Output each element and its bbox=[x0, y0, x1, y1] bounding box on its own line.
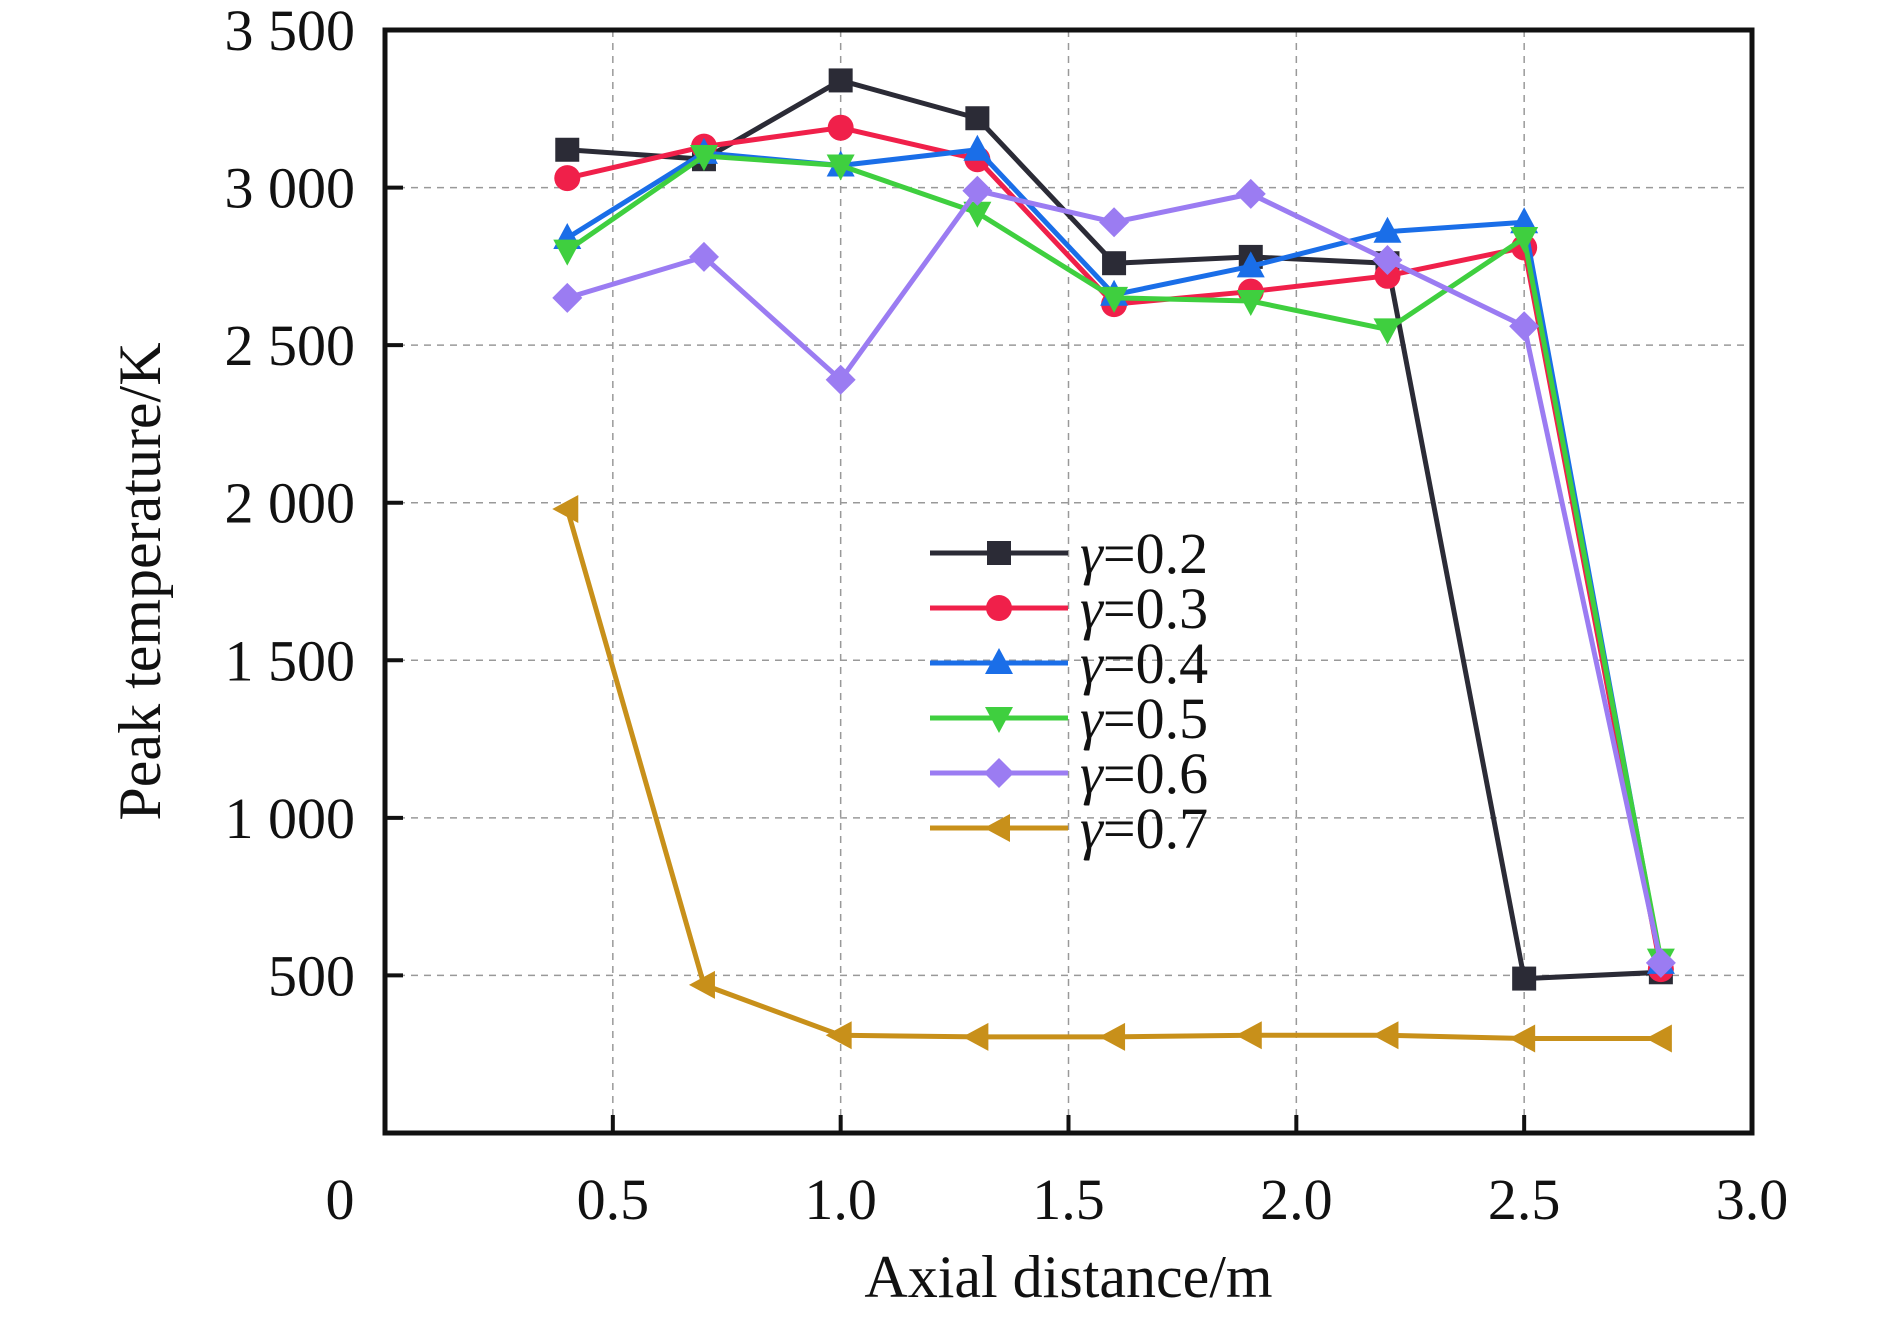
x-tick-label: 1.0 bbox=[804, 1167, 877, 1232]
data-series bbox=[552, 68, 1676, 1053]
data-point bbox=[554, 165, 581, 192]
legend-item: γ=0.4 bbox=[930, 631, 1208, 696]
legend-label: γ=0.7 bbox=[1080, 796, 1208, 861]
x-axis-title: Axial distance/m bbox=[864, 1244, 1272, 1310]
legend: γ=0.2γ=0.3γ=0.4γ=0.5γ=0.6γ=0.7 bbox=[930, 521, 1208, 861]
legend-swatch-marker bbox=[986, 595, 1012, 621]
data-point bbox=[826, 154, 855, 181]
x-tick-label: 1.5 bbox=[1032, 1167, 1105, 1232]
y-tick-label: 1 000 bbox=[225, 786, 356, 851]
origin-tick-label: 0 bbox=[326, 1167, 355, 1232]
series-6 bbox=[552, 495, 1672, 1053]
legend-label: γ=0.6 bbox=[1080, 741, 1208, 806]
data-point bbox=[1512, 966, 1537, 991]
data-point bbox=[1372, 1021, 1399, 1050]
legend-swatch-marker bbox=[987, 541, 1011, 565]
data-point bbox=[962, 175, 993, 206]
data-point bbox=[827, 114, 854, 141]
y-tick-label: 2 500 bbox=[225, 313, 356, 378]
data-point bbox=[1100, 286, 1129, 313]
data-point bbox=[1373, 216, 1402, 243]
y-tick-label: 2 000 bbox=[225, 471, 356, 536]
legend-item: γ=0.2 bbox=[930, 521, 1208, 586]
legend-item: γ=0.5 bbox=[930, 686, 1208, 751]
legend-swatch-marker bbox=[984, 758, 1014, 788]
legend-swatch-marker bbox=[984, 814, 1010, 842]
data-point bbox=[553, 239, 582, 266]
legend-item: γ=0.7 bbox=[930, 796, 1208, 861]
data-point bbox=[688, 241, 719, 272]
data-point bbox=[555, 137, 580, 162]
data-point bbox=[828, 68, 853, 93]
data-point bbox=[1373, 318, 1402, 345]
data-point bbox=[1236, 290, 1265, 317]
legend-swatch-marker bbox=[985, 707, 1013, 733]
y-tick-label: 500 bbox=[268, 943, 355, 1008]
legend-label: γ=0.5 bbox=[1080, 686, 1208, 751]
data-point bbox=[688, 970, 715, 999]
y-tick-label: 3 500 bbox=[225, 0, 356, 63]
data-point bbox=[1102, 251, 1127, 276]
data-point bbox=[552, 282, 583, 313]
x-tick-label: 2.0 bbox=[1260, 1167, 1333, 1232]
data-point bbox=[1235, 178, 1266, 209]
y-axis-title: Peak temperature/K bbox=[107, 342, 173, 820]
data-point bbox=[965, 106, 990, 131]
data-point bbox=[962, 1022, 989, 1051]
legend-label: γ=0.2 bbox=[1080, 521, 1208, 586]
data-point bbox=[1510, 226, 1539, 253]
legend-swatch-marker bbox=[985, 648, 1013, 674]
data-point bbox=[825, 364, 856, 395]
data-point bbox=[1510, 207, 1539, 234]
x-tick-label: 0.5 bbox=[577, 1167, 650, 1232]
x-tick-label: 3.0 bbox=[1716, 1167, 1789, 1232]
data-point bbox=[963, 134, 992, 161]
series-5 bbox=[552, 175, 1676, 978]
x-tick-label: 2.5 bbox=[1488, 1167, 1561, 1232]
data-point bbox=[1645, 1024, 1672, 1053]
data-point bbox=[1645, 947, 1676, 978]
y-tick-label: 3 000 bbox=[225, 156, 356, 221]
data-point bbox=[689, 145, 718, 172]
data-point bbox=[1374, 262, 1401, 289]
data-point bbox=[1235, 1021, 1262, 1050]
legend-label: γ=0.4 bbox=[1080, 631, 1208, 696]
data-point bbox=[1099, 207, 1130, 238]
data-point bbox=[825, 1021, 852, 1050]
data-point bbox=[1099, 1022, 1126, 1051]
axis-ticks: 0.5 1.0 1.5 2.0 2.5 3.0 500 1 000 1 500 2 000 2 50… bbox=[225, 0, 1789, 1232]
y-tick-label: 1 500 bbox=[225, 628, 356, 693]
legend-label: γ=0.3 bbox=[1080, 576, 1208, 641]
data-point bbox=[1509, 311, 1540, 342]
legend-item: γ=0.3 bbox=[930, 576, 1208, 641]
data-point bbox=[1372, 245, 1403, 276]
data-point bbox=[963, 201, 992, 228]
data-point bbox=[1236, 251, 1265, 278]
legend-item: γ=0.6 bbox=[930, 741, 1208, 806]
data-point bbox=[552, 495, 579, 524]
series-4 bbox=[553, 145, 1675, 975]
data-point bbox=[1509, 1024, 1536, 1053]
